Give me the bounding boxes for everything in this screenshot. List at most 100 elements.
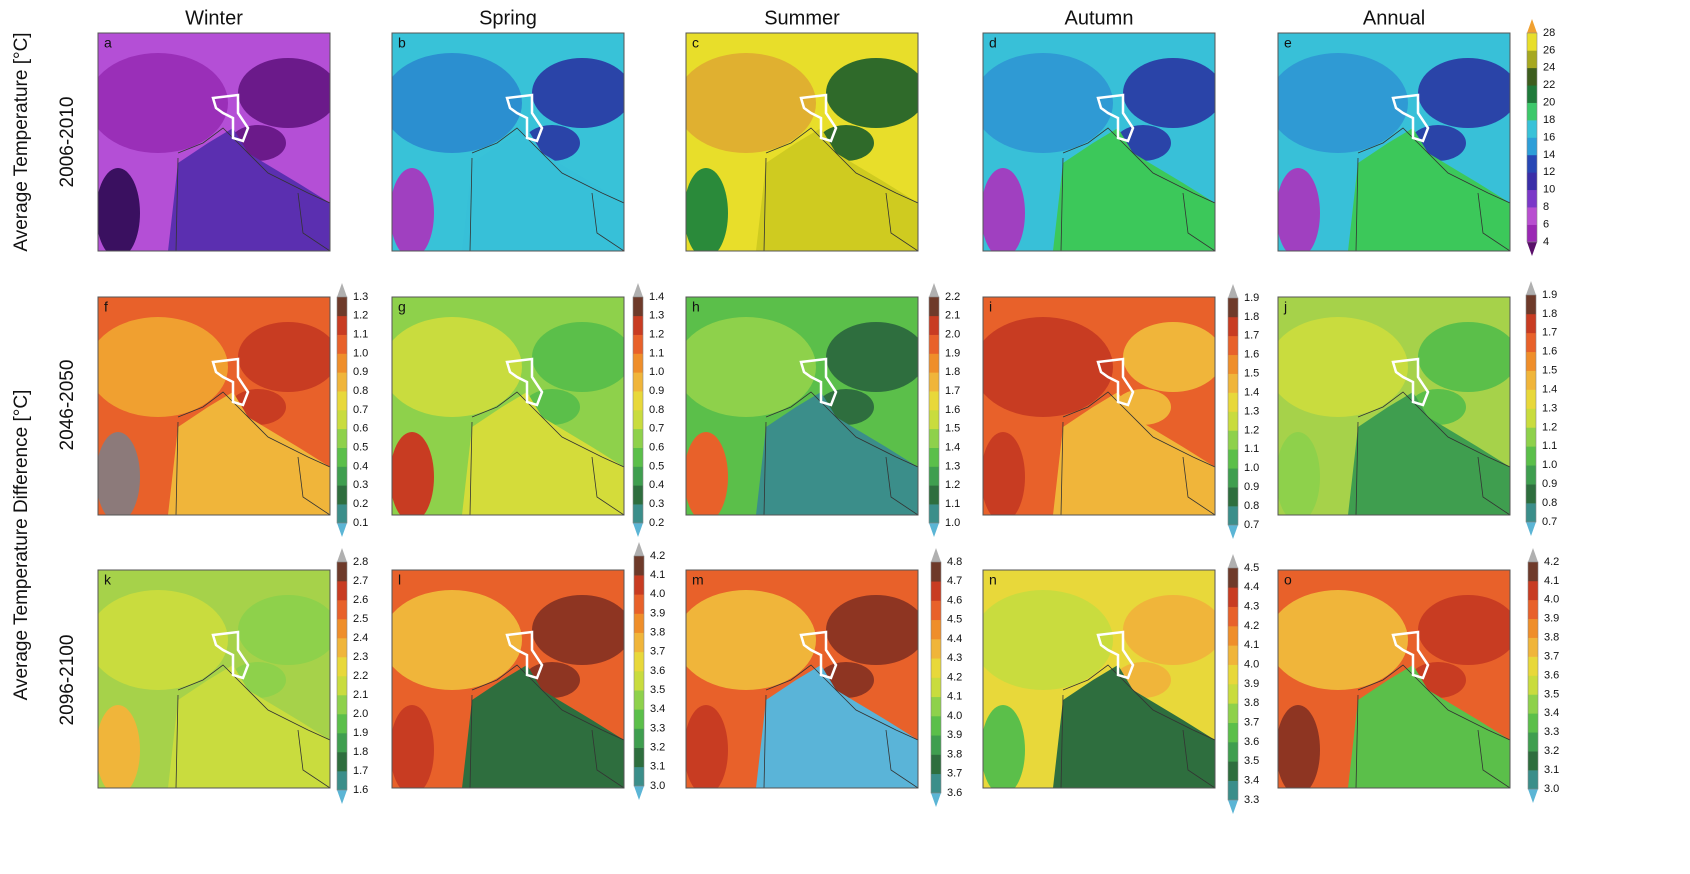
colorbar-over — [931, 548, 941, 562]
colorbar-segment — [337, 581, 347, 601]
colorbar-tick-label: 3.2 — [650, 742, 665, 754]
colorbar-tick-label: 18 — [1543, 114, 1555, 126]
colorbar-tick-label: 1.0 — [1244, 462, 1259, 474]
colorbar-tick-label: 14 — [1543, 149, 1555, 161]
map-region — [532, 58, 624, 128]
map-region — [1278, 168, 1320, 251]
colorbar-tick-label: 0.9 — [649, 385, 664, 397]
colorbar-tick-label: 1.3 — [649, 310, 664, 322]
colorbar-tick-label: 2.4 — [353, 632, 368, 644]
colorbar-tick-label: 4.2 — [1544, 556, 1559, 568]
colorbar-tick-label: 3.8 — [947, 748, 962, 760]
colorbar-tick-label: 1.6 — [1542, 346, 1557, 358]
boundary — [763, 664, 918, 788]
map-region — [532, 322, 624, 392]
colorbar-segment — [337, 657, 347, 677]
panel-frame — [97, 569, 331, 789]
colorbar-tick-label: 3.7 — [1244, 717, 1259, 729]
region-outline — [505, 93, 544, 143]
colorbar-tick-label: 1.7 — [945, 385, 960, 397]
colorbar-tick-label: 1.5 — [1244, 368, 1259, 380]
boundary — [763, 391, 918, 515]
colorbar-tick-label: 2.8 — [353, 556, 368, 568]
colorbar-segment — [1526, 446, 1536, 466]
colorbar-segment — [1228, 430, 1238, 450]
colorbar-tick-label: 1.5 — [1542, 365, 1557, 377]
colorbar-segment — [337, 353, 347, 373]
colorbar-segment — [337, 600, 347, 620]
colorbar-segment — [1228, 722, 1238, 743]
colorbar-tick-label: 3.7 — [1544, 650, 1559, 662]
colorbar-segment — [633, 372, 643, 392]
colorbar-under — [929, 523, 939, 537]
map-region — [98, 168, 140, 251]
colorbar-tick-label: 10 — [1543, 184, 1555, 196]
colorbar-tick-label: 3.1 — [1544, 764, 1559, 776]
colorbar-segment — [1228, 487, 1238, 507]
panel-letter: l — [398, 572, 401, 588]
colorbar-tick-label: 4.1 — [947, 691, 962, 703]
colorbar-tick-label: 6 — [1543, 218, 1549, 230]
panel-frame — [1277, 296, 1511, 516]
colorbar-tick-label: 1.1 — [1244, 443, 1259, 455]
panel-frame — [97, 32, 331, 252]
colorbar-tick-label: 22 — [1543, 79, 1555, 91]
colorbar-segment — [1228, 298, 1238, 318]
colorbar-segment — [337, 733, 347, 753]
colorbar-tick-label: 0.4 — [353, 460, 368, 472]
region-outline — [1391, 93, 1430, 143]
row-label: 2046-2050 — [57, 360, 78, 451]
colorbar-segment — [1228, 703, 1238, 723]
panel-frame — [391, 569, 625, 789]
colorbar-tick-label: 1.2 — [1244, 424, 1259, 436]
colorbar-tick-label: 1.8 — [353, 746, 368, 758]
map-region — [98, 53, 228, 153]
colorbar-segment — [929, 372, 939, 392]
colorbar-tick-label: 3.6 — [1544, 669, 1559, 681]
colorbar-tick-label: 0.2 — [649, 517, 664, 529]
region-outline — [211, 93, 250, 143]
colorbar-tick-label: 3.5 — [1544, 688, 1559, 700]
colorbar-segment — [929, 428, 939, 448]
panel-frame — [391, 32, 625, 252]
colorbar-tick-label: 2.1 — [353, 689, 368, 701]
map-panel: m — [685, 569, 919, 789]
map-region — [983, 168, 1025, 251]
colorbar-segment — [1528, 713, 1538, 733]
colorbar-segment — [1526, 408, 1536, 428]
map-panel: i — [982, 296, 1216, 516]
colorbar-segment — [1528, 732, 1538, 752]
map-region — [1418, 58, 1510, 128]
column-title: Winter — [185, 7, 243, 29]
colorbar-tick-label: 1.1 — [1542, 440, 1557, 452]
map-region — [392, 317, 522, 417]
colorbar-segment — [1528, 637, 1538, 657]
panel-letter: k — [104, 572, 112, 588]
colorbar-segment — [929, 334, 939, 354]
colorbar-segment — [1528, 770, 1538, 790]
colorbar-tick-label: 0.7 — [1542, 516, 1557, 528]
colorbar-tick-label: 3.4 — [650, 703, 665, 715]
boundary — [469, 391, 624, 515]
colorbar-segment — [1228, 468, 1238, 488]
map-region — [1278, 590, 1408, 690]
colorbar-segment — [929, 447, 939, 467]
colorbar-segment — [1527, 120, 1537, 138]
map-region — [1278, 432, 1320, 515]
colorbar-over — [337, 548, 347, 562]
map-region — [168, 392, 330, 515]
colorbar-tick-label: 1.2 — [945, 479, 960, 491]
colorbar-tick-label: 1.6 — [1244, 349, 1259, 361]
colorbar-segment — [1228, 780, 1238, 801]
colorbar-segment — [634, 728, 644, 748]
colorbar-segment — [1526, 313, 1536, 334]
colorbar-under — [337, 790, 347, 804]
boundary — [1060, 664, 1215, 788]
colorbar-tick-label: 0.8 — [649, 404, 664, 416]
colorbar-segment — [633, 428, 643, 448]
colorbar-tick-label: 3.4 — [1544, 707, 1559, 719]
region-outline — [505, 357, 544, 407]
colorbar-segment — [1228, 506, 1238, 526]
map-region — [392, 432, 434, 515]
